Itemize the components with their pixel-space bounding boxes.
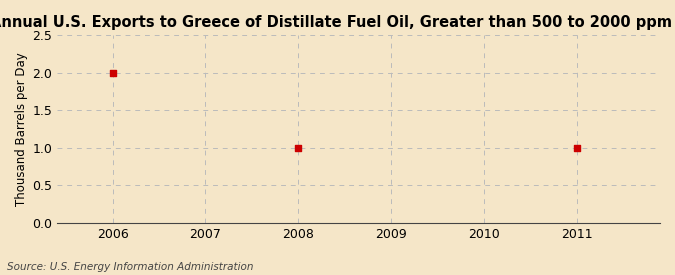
Y-axis label: Thousand Barrels per Day: Thousand Barrels per Day	[15, 52, 28, 206]
Point	[571, 146, 582, 150]
Text: Source: U.S. Energy Information Administration: Source: U.S. Energy Information Administ…	[7, 262, 253, 272]
Point	[293, 146, 304, 150]
Point	[107, 71, 118, 75]
Title: Annual U.S. Exports to Greece of Distillate Fuel Oil, Greater than 500 to 2000 p: Annual U.S. Exports to Greece of Distill…	[0, 15, 675, 30]
